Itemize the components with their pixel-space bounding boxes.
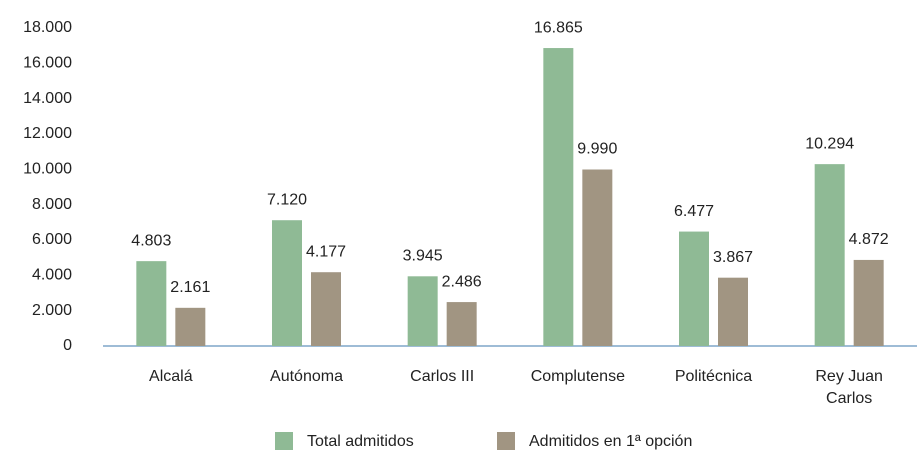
x-tick-label: Carlos III xyxy=(410,368,475,385)
y-tick-label: 16.000 xyxy=(23,55,72,72)
y-tick-label: 10.000 xyxy=(23,161,72,178)
legend-swatch xyxy=(275,432,293,450)
value-label: 2.486 xyxy=(442,273,482,290)
bar xyxy=(446,302,477,346)
value-label: 7.120 xyxy=(267,191,307,208)
bar xyxy=(853,259,884,346)
x-tick-label: Complutense xyxy=(530,368,625,385)
bar xyxy=(311,272,341,346)
y-tick-label: 12.000 xyxy=(23,125,72,142)
bar xyxy=(582,169,613,346)
bar xyxy=(718,277,748,346)
legend-label: Admitidos en 1ª opción xyxy=(529,433,692,450)
value-label: 4.177 xyxy=(306,243,346,260)
bar xyxy=(175,307,206,346)
y-tick-label: 4.000 xyxy=(32,267,72,284)
x-tick-label: Politécnica xyxy=(674,368,753,385)
value-label: 10.294 xyxy=(805,135,854,152)
x-tick-label: Rey Juan Carlos xyxy=(815,368,883,407)
bar xyxy=(679,231,709,346)
y-tick-label: 0 xyxy=(63,337,72,354)
legend-label: Total admitidos xyxy=(307,433,414,450)
bar xyxy=(272,220,302,346)
value-label: 6.477 xyxy=(674,203,714,220)
bar xyxy=(407,276,438,346)
value-label: 3.867 xyxy=(713,249,753,266)
y-tick-label: 6.000 xyxy=(32,231,72,248)
value-label: 9.990 xyxy=(577,141,617,158)
value-label: 3.945 xyxy=(403,248,443,265)
y-tick-label: 2.000 xyxy=(32,302,72,319)
y-tick-label: 18.000 xyxy=(23,19,72,36)
value-label: 4.803 xyxy=(131,232,171,249)
bar xyxy=(814,164,845,346)
value-label: 2.161 xyxy=(170,279,210,296)
y-tick-label: 8.000 xyxy=(32,196,72,213)
bar xyxy=(136,261,167,346)
x-tick-label: Alcalá xyxy=(149,368,193,385)
value-label: 4.872 xyxy=(849,231,889,248)
legend-swatch xyxy=(497,432,515,450)
x-tick-label: Autónoma xyxy=(270,368,343,385)
bar xyxy=(543,48,574,346)
value-label: 16.865 xyxy=(534,19,583,36)
y-tick-label: 14.000 xyxy=(23,90,72,107)
